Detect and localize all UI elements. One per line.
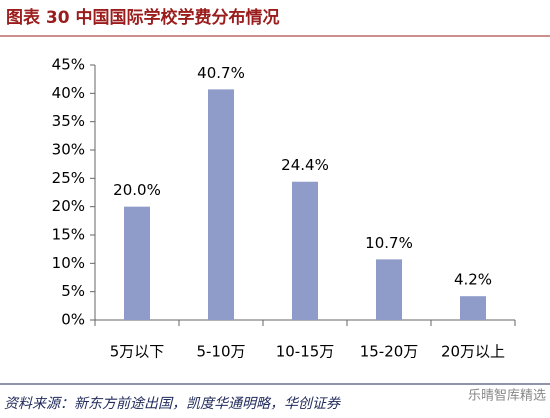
x-tick-label: 15-20万	[360, 343, 419, 361]
x-tick-label: 10-15万	[276, 343, 335, 361]
y-tick-label: 5%	[61, 282, 85, 300]
bar	[460, 296, 486, 320]
y-tick-label: 15%	[52, 226, 85, 244]
x-tick-label: 20万以上	[441, 343, 505, 361]
value-label: 4.2%	[454, 271, 492, 289]
y-tick-label: 35%	[52, 112, 85, 130]
value-label: 20.0%	[113, 181, 161, 199]
x-tick-label: 5-10万	[196, 343, 245, 361]
value-label: 40.7%	[197, 64, 245, 82]
bar	[124, 206, 150, 320]
x-tick-label: 5万以下	[110, 343, 165, 361]
y-tick-label: 40%	[52, 84, 85, 102]
y-tick-label: 20%	[52, 197, 85, 215]
value-label: 24.4%	[281, 156, 329, 174]
chart-title: 图表 30 中国国际学校学费分布情况	[6, 7, 280, 28]
bar	[292, 181, 318, 320]
bar	[376, 259, 402, 320]
y-tick-label: 25%	[52, 169, 85, 187]
y-tick-label: 0%	[61, 311, 85, 329]
y-tick-label: 45%	[52, 56, 85, 74]
source: 资料来源：新东方前途出国，凯度华通明略，华创证券	[4, 396, 341, 412]
watermark: 乐晴智库精选	[468, 388, 546, 404]
y-tick-label: 10%	[52, 254, 85, 272]
y-tick-label: 30%	[52, 141, 85, 159]
value-label: 10.7%	[365, 234, 413, 252]
bar	[208, 89, 234, 320]
